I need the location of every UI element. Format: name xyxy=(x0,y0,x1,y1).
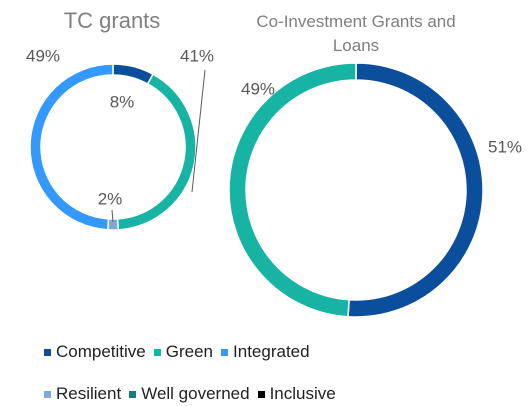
legend-item: Green xyxy=(153,342,214,362)
data-label: 49% xyxy=(241,79,275,98)
donut-segment xyxy=(347,62,484,318)
data-label: 49% xyxy=(26,46,60,65)
legend-item: Resilient xyxy=(44,384,121,404)
legend-label: Competitive xyxy=(56,342,146,361)
leader-line xyxy=(111,209,114,223)
legend-swatch xyxy=(44,390,51,398)
chart-title: TC grants xyxy=(63,8,161,33)
legend-item: Competitive xyxy=(44,342,146,362)
legend-swatch xyxy=(257,390,265,398)
legend: Resilient Well governed Inclusive xyxy=(44,384,336,404)
legend-item: Inclusive xyxy=(257,384,336,404)
legend-swatch xyxy=(44,348,51,356)
legend-item: Integrated xyxy=(221,342,310,362)
data-label: 8% xyxy=(110,92,135,111)
legend-label: Well governed xyxy=(141,384,250,403)
leader-line xyxy=(191,69,206,193)
donut-segment xyxy=(112,63,155,85)
legend-label: Green xyxy=(165,342,214,361)
legend-label: Resilient xyxy=(56,384,122,403)
data-label: 41% xyxy=(180,46,214,65)
donut-segment xyxy=(29,63,114,231)
legend-swatch xyxy=(129,390,137,398)
legend-label: Integrated xyxy=(233,342,310,361)
donut-segment xyxy=(228,62,357,318)
data-label: 51% xyxy=(488,137,522,156)
chart-title: Co-Investment Grants and Loans xyxy=(256,12,456,55)
legend-item: Well governed xyxy=(129,384,250,404)
legend: Competitive Green Integrated xyxy=(44,342,310,362)
data-label: 2% xyxy=(98,189,123,208)
legend-label: Inclusive xyxy=(269,384,336,403)
legend-swatch xyxy=(153,348,161,356)
legend-swatch xyxy=(221,348,229,356)
